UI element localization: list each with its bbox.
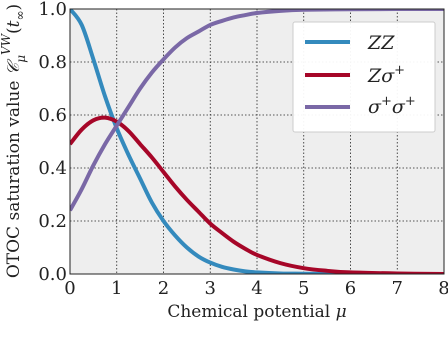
series-line-sigmasigma bbox=[70, 9, 444, 212]
svg-text:OTOC saturation value 𝒞μVW(t∞: OTOC saturation value 𝒞μVW(t∞) bbox=[0, 4, 28, 278]
y-axis-label: OTOC saturation value 𝒞μVW(t∞) bbox=[0, 4, 28, 278]
x-axis-label: Chemical potential μ bbox=[167, 302, 346, 322]
y-tick-label: 0.2 bbox=[38, 211, 67, 232]
y-tick-label: 0.8 bbox=[38, 52, 67, 73]
x-tick-label: 5 bbox=[298, 278, 309, 299]
x-tick-label: 4 bbox=[251, 278, 262, 299]
x-tick-label: 8 bbox=[438, 278, 448, 299]
x-tick-label: 1 bbox=[111, 278, 122, 299]
y-tick-label: 0.0 bbox=[38, 264, 67, 285]
y-tick-labels: 0.0 0.2 0.4 0.6 0.8 1.0 bbox=[38, 0, 67, 285]
y-tick-label: 0.4 bbox=[38, 158, 67, 179]
legend-box bbox=[292, 21, 436, 133]
plot-frame bbox=[69, 8, 445, 275]
x-tick-label: 6 bbox=[345, 278, 356, 299]
x-tick-label: 3 bbox=[205, 278, 216, 299]
x-tick-labels: 0 1 2 3 4 5 6 7 8 bbox=[64, 278, 448, 299]
legend-label-zz: ZZ bbox=[367, 32, 395, 54]
y-tick-label: 0.6 bbox=[38, 105, 67, 126]
x-tick-label: 2 bbox=[158, 278, 169, 299]
y-tick-label: 1.0 bbox=[38, 0, 67, 20]
x-tick-label: 0 bbox=[64, 278, 75, 299]
x-tick-label: 7 bbox=[392, 278, 403, 299]
legend: ZZ Zσ+ σ+σ+ bbox=[292, 21, 436, 133]
series-line-zsigma bbox=[70, 115, 444, 274]
